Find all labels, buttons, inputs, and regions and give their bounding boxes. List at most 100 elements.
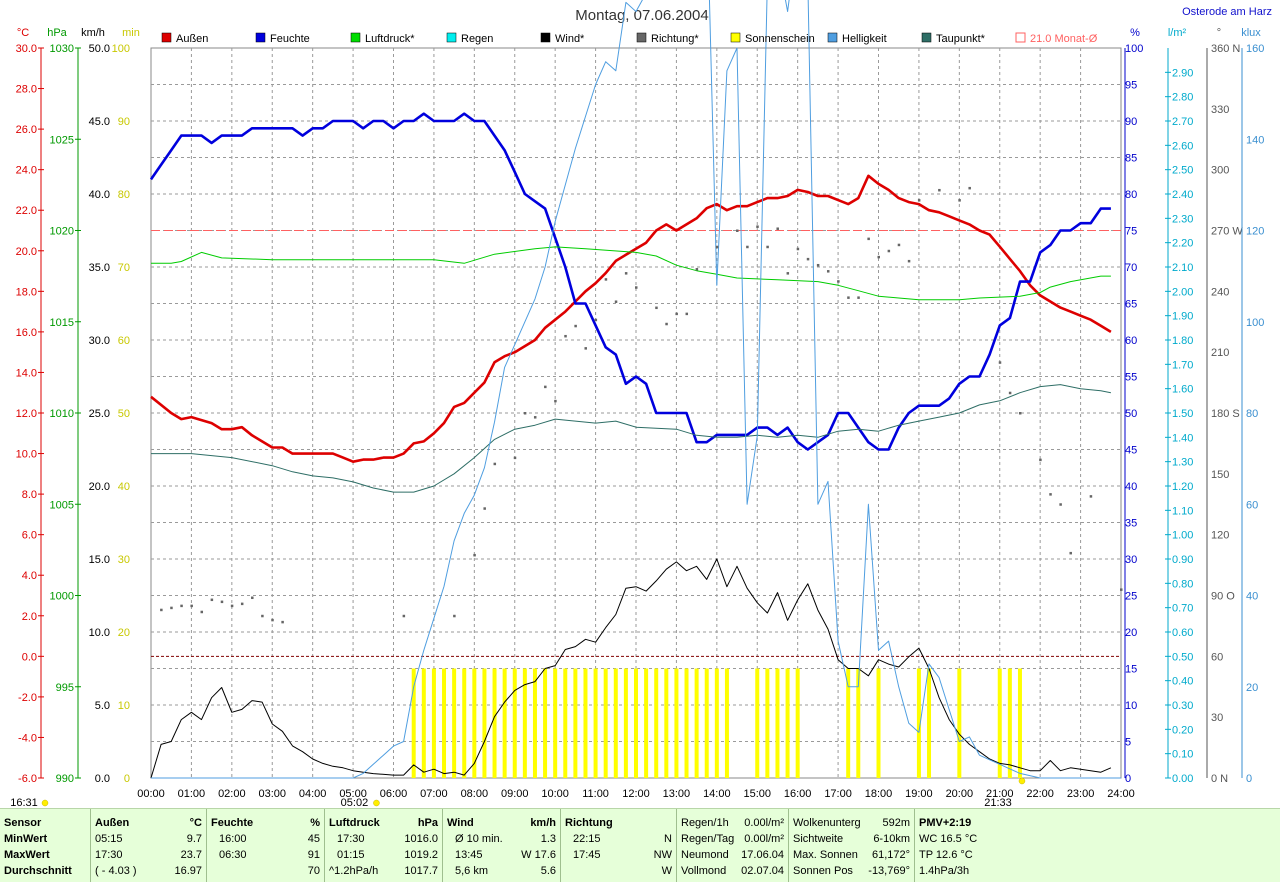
feuchte-max-time: 06:30: [219, 849, 247, 861]
y-tick-label-direction: 360 N: [1211, 43, 1240, 55]
druck-max-time: 01:15: [337, 849, 365, 861]
y-tick-label-direction: 180 S: [1211, 408, 1240, 420]
y-tick-label-temp: 10.0: [16, 449, 37, 461]
y-tick-label-rain: 0.90: [1172, 554, 1193, 566]
x-tick-label: 06:00: [380, 788, 408, 800]
y-tick-label-direction: 120: [1211, 530, 1229, 542]
y-tick-label-rain: 0.20: [1172, 724, 1193, 736]
footer-col-feuchte: Feuchte% 16:00 45 06:30 91 70: [206, 809, 324, 882]
y-tick-label-temp: 20.0: [16, 246, 37, 258]
direction-point: [544, 385, 547, 389]
aussen-max-time: 17:30: [95, 849, 123, 861]
y-tick-label-temp: 6.0: [22, 530, 37, 542]
y-tick-label-rain: 2.90: [1172, 67, 1193, 79]
y-tick-label-pressure: 1010: [50, 408, 74, 420]
series-line: [149, 112, 1111, 451]
regen-1h-label: Regen/1h: [681, 817, 729, 829]
y-tick-label-light: 20: [1246, 682, 1258, 694]
y-tick-label-rain: 0.10: [1172, 749, 1193, 761]
richtung-min-time: 22:15: [573, 833, 601, 845]
row-min-label: MinWert: [4, 833, 48, 845]
druck-min-value: 1016.0: [404, 833, 438, 845]
y-tick-label-direction: 300: [1211, 165, 1229, 177]
x-tick-label: 08:00: [461, 788, 489, 800]
richtung-avg-value: W: [661, 865, 672, 877]
y-tick-label-wind: 35.0: [89, 262, 110, 274]
direction-point: [766, 245, 769, 249]
legend-label: Regen: [461, 33, 493, 45]
neumond-label: Neumond: [681, 849, 729, 861]
footer-col-regen: Regen/1h 0.00l/m² Regen/Tag 0.00l/m² Neumo…: [676, 809, 788, 882]
pmv-value: PMV+2:19: [919, 817, 972, 829]
y-tick-label-humidity: 65: [1125, 299, 1137, 311]
y-tick-label-rain: 2.80: [1172, 92, 1193, 104]
direction-point: [887, 249, 891, 253]
footer-col-sensor: Sensor MinWert MaxWert Durchschnitt: [0, 809, 90, 882]
direction-point: [1069, 551, 1072, 555]
legend-swatch: [255, 32, 266, 43]
sunshine-bar: [442, 668, 447, 778]
legend-label: Außen: [176, 33, 208, 45]
y-tick-label-humidity: 35: [1125, 518, 1137, 530]
sunshine-bar: [1007, 668, 1012, 778]
direction-point: [614, 300, 618, 303]
direction-point: [251, 596, 254, 600]
axis-unit-wind: km/h: [81, 27, 105, 39]
sunshine-bar: [927, 668, 932, 778]
sunshine-bar: [532, 668, 537, 778]
axis-unit-pressure: hPa: [47, 27, 67, 39]
legend-label: Richtung*: [651, 33, 699, 45]
sunshine-bar: [603, 668, 608, 778]
sunshine-bar: [583, 668, 588, 778]
direction-point: [564, 334, 567, 338]
sunshine-bar: [482, 668, 487, 778]
axis-unit-light: klux: [1241, 27, 1261, 39]
direction-point: [917, 199, 921, 202]
sunshine-bar: [724, 668, 729, 778]
feuchte-min-time: 16:00: [219, 833, 247, 845]
y-tick-label-pressure: 1005: [50, 499, 74, 511]
grid: [150, 47, 1122, 779]
direction-point: [624, 272, 628, 275]
y-tick-label-light: 160: [1246, 43, 1264, 55]
regen-1h-value: 0.00l/m²: [744, 817, 784, 829]
y-tick-label-rain: 1.20: [1172, 481, 1193, 493]
sunset-icon: [1018, 777, 1026, 785]
sunshine-bar: [957, 668, 962, 778]
footer-col-richtung: Richtung 22:15 N 17:45 NW W: [560, 809, 676, 882]
y-tick-label-rain: 2.40: [1172, 189, 1193, 201]
y-tick-label-rain: 0.40: [1172, 676, 1193, 688]
y-tick-label-sun_min: 50: [118, 408, 130, 420]
y-tick-label-direction: 30: [1211, 712, 1223, 724]
direction-point: [837, 280, 840, 283]
sunshine-bar: [421, 668, 426, 778]
druck-unit: hPa: [417, 817, 438, 829]
direction-point: [604, 278, 608, 281]
y-tick-label-rain: 1.30: [1172, 457, 1193, 469]
direction-point: [160, 608, 163, 612]
legend-label: Wind*: [555, 33, 585, 45]
footer-col-pmv: PMV+2:19 WC 16.5 °C TP 12.6 °C 1.4hPa/3h: [914, 809, 1280, 882]
x-tick-label: 01:00: [178, 788, 206, 800]
direction-point: [746, 245, 749, 249]
sunshine-bar: [452, 668, 457, 778]
direction-point: [210, 598, 214, 602]
sichtweite-value: 6-10km: [873, 833, 910, 845]
direction-point: [513, 456, 517, 460]
aussen-max-value: 23.7: [180, 849, 202, 861]
direction-point: [1089, 495, 1093, 498]
sunshine-bar: [856, 668, 861, 778]
richtung-min-value: N: [664, 833, 672, 845]
direction-point: [220, 600, 224, 604]
x-tick-label: 09:00: [501, 788, 529, 800]
legend-label: Taupunkt*: [936, 33, 986, 45]
sunshine-bar: [462, 668, 467, 778]
sunshine-bar: [785, 668, 790, 778]
y-tick-label-wind: 45.0: [89, 116, 110, 128]
neumond-value: 17.06.04: [741, 849, 784, 861]
x-tick-label: 18:00: [865, 788, 893, 800]
y-tick-label-temp: 18.0: [16, 286, 37, 298]
direction-point: [453, 614, 456, 618]
y-tick-label-rain: 1.80: [1172, 335, 1193, 347]
direction-point: [938, 188, 941, 192]
